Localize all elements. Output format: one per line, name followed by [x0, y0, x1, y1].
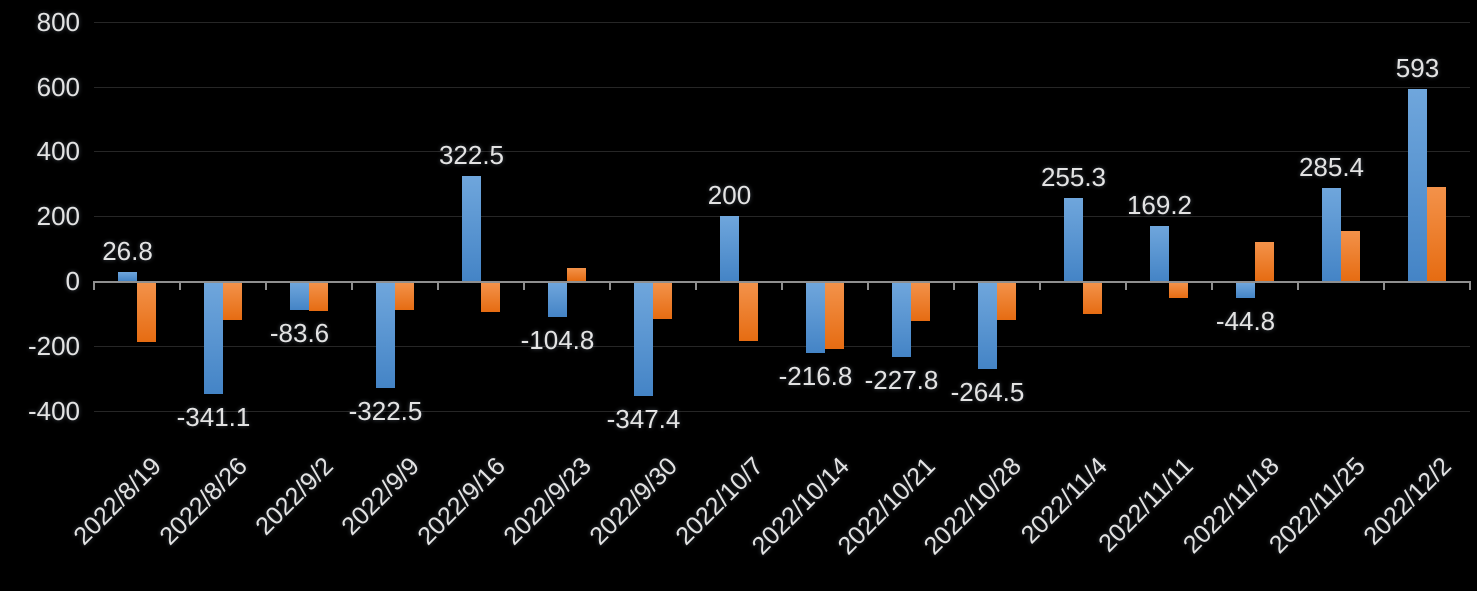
y-axis-tick-label: 800 [36, 7, 80, 37]
orange-series-bar[interactable] [1341, 231, 1360, 281]
orange-series-bar[interactable] [1169, 283, 1188, 298]
data-label: -264.5 [950, 377, 1025, 407]
blue-series-bar[interactable] [634, 283, 653, 396]
x-axis-tick [437, 281, 439, 290]
x-axis-tick [351, 281, 353, 290]
orange-series-bar[interactable] [653, 283, 672, 319]
x-axis-tick [179, 281, 181, 290]
data-label: -322.5 [348, 396, 423, 426]
gridline [94, 87, 1470, 88]
gridline [94, 216, 1470, 217]
x-axis-tick [695, 281, 697, 290]
orange-series-bar[interactable] [567, 268, 586, 281]
data-label: 285.4 [1298, 152, 1365, 182]
x-axis-tick [1469, 281, 1471, 290]
x-axis-tick [1383, 281, 1385, 290]
data-label: -347.4 [606, 404, 681, 434]
gridline [94, 411, 1470, 412]
orange-series-bar[interactable] [911, 283, 930, 321]
orange-series-bar[interactable] [395, 283, 414, 310]
data-label: -227.8 [864, 365, 939, 395]
y-axis-tick-label: -400 [27, 396, 80, 426]
data-label: -44.8 [1215, 306, 1276, 336]
orange-series-bar[interactable] [1255, 242, 1274, 281]
blue-series-bar[interactable] [978, 283, 997, 369]
x-axis-tick [867, 281, 869, 290]
data-label: -341.1 [176, 402, 251, 432]
blue-series-bar[interactable] [892, 283, 911, 357]
y-axis-tick-label: 200 [36, 201, 80, 231]
data-label: 169.2 [1126, 190, 1193, 220]
blue-series-bar[interactable] [1408, 89, 1427, 281]
orange-series-bar[interactable] [1083, 283, 1102, 314]
x-axis-tick [265, 281, 267, 290]
blue-series-bar[interactable] [118, 272, 137, 281]
data-label: 200 [707, 180, 752, 210]
blue-series-bar[interactable] [462, 176, 481, 281]
blue-series-bar[interactable] [204, 283, 223, 394]
data-label: -216.8 [778, 361, 853, 391]
y-axis-tick-label: 400 [36, 136, 80, 166]
orange-series-bar[interactable] [309, 283, 328, 311]
y-axis-tick-label: 0 [65, 266, 80, 296]
blue-series-bar[interactable] [290, 283, 309, 310]
y-axis-tick-label: -200 [27, 331, 80, 361]
orange-series-bar[interactable] [481, 283, 500, 312]
data-label: 26.8 [102, 236, 153, 266]
x-axis-tick [1039, 281, 1041, 290]
orange-series-bar[interactable] [739, 283, 758, 341]
x-axis-tick [609, 281, 611, 290]
x-axis-tick [1297, 281, 1299, 290]
orange-series-bar[interactable] [997, 283, 1016, 320]
blue-series-bar[interactable] [720, 216, 739, 281]
x-axis-tick [781, 281, 783, 290]
data-label: 322.5 [438, 140, 505, 170]
data-label: -104.8 [520, 325, 595, 355]
blue-series-bar[interactable] [806, 283, 825, 353]
blue-series-bar[interactable] [376, 283, 395, 388]
gridline [94, 22, 1470, 23]
data-label: -83.6 [269, 318, 330, 348]
orange-series-bar[interactable] [137, 283, 156, 342]
x-axis-tick [1125, 281, 1127, 290]
data-label: 255.3 [1040, 162, 1107, 192]
blue-series-bar[interactable] [1322, 188, 1341, 281]
x-axis-tick [93, 281, 95, 290]
x-axis-tick-label: 2022/12/2 [1358, 452, 1457, 551]
blue-series-bar[interactable] [1064, 198, 1083, 281]
orange-series-bar[interactable] [825, 283, 844, 349]
orange-series-bar[interactable] [223, 283, 242, 320]
x-axis-tick [1211, 281, 1213, 290]
orange-series-bar[interactable] [1427, 187, 1446, 281]
blue-series-bar[interactable] [548, 283, 567, 317]
x-axis-tick [953, 281, 955, 290]
blue-series-bar[interactable] [1150, 226, 1169, 281]
y-axis-tick-label: 600 [36, 72, 80, 102]
data-label: 593 [1395, 53, 1440, 83]
blue-series-bar[interactable] [1236, 283, 1255, 298]
x-axis-tick [523, 281, 525, 290]
